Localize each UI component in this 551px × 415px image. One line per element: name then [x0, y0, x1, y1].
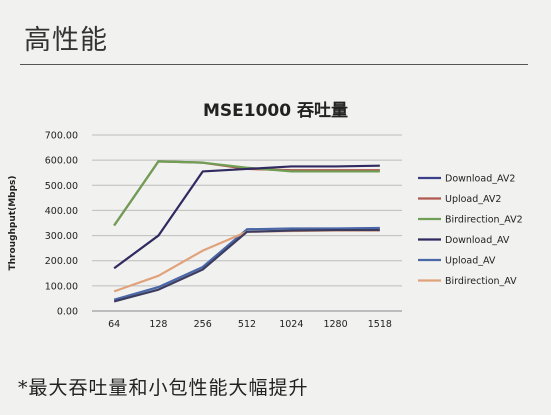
legend-label: Birdirection_AV: [445, 276, 517, 287]
legend-label: Upload_AV: [445, 256, 496, 267]
legend-label: Download_AV2: [445, 174, 515, 185]
title-divider: [20, 64, 528, 65]
legend-label: Upload_AV2: [445, 194, 501, 205]
x-tick-label: 1280: [323, 319, 347, 330]
y-tick-label: 400.00: [45, 206, 78, 217]
legend-label: Download_AV: [445, 235, 510, 246]
y-tick-label: 500.00: [45, 181, 78, 192]
slide-title: 高性能: [24, 25, 108, 56]
x-tick-label: 512: [238, 319, 256, 330]
series-line: [113, 228, 380, 303]
chart-title: MSE1000 吞吐量: [202, 101, 348, 121]
y-tick-label: 700.00: [45, 131, 78, 142]
y-tick-label: 0.00: [57, 307, 78, 318]
series-line: [113, 226, 380, 301]
x-tick-label: 128: [149, 319, 167, 330]
y-tick-label: 100.00: [45, 281, 78, 292]
y-tick-label: 600.00: [45, 156, 78, 167]
series-line: [113, 160, 380, 227]
x-tick-label: 64: [108, 319, 120, 330]
x-tick-label: 256: [194, 319, 212, 330]
footnote: *最大吞吐量和小包性能大幅提升: [18, 377, 309, 399]
x-tick-label: 1024: [279, 319, 303, 330]
legend-label: Birdirection_AV2: [445, 215, 523, 226]
y-axis-label: Throughput(Mbps): [8, 175, 18, 270]
x-tick-label: 1518: [368, 319, 392, 330]
y-tick-label: 200.00: [45, 256, 78, 267]
series-line: [113, 164, 380, 270]
y-tick-label: 300.00: [45, 231, 78, 242]
